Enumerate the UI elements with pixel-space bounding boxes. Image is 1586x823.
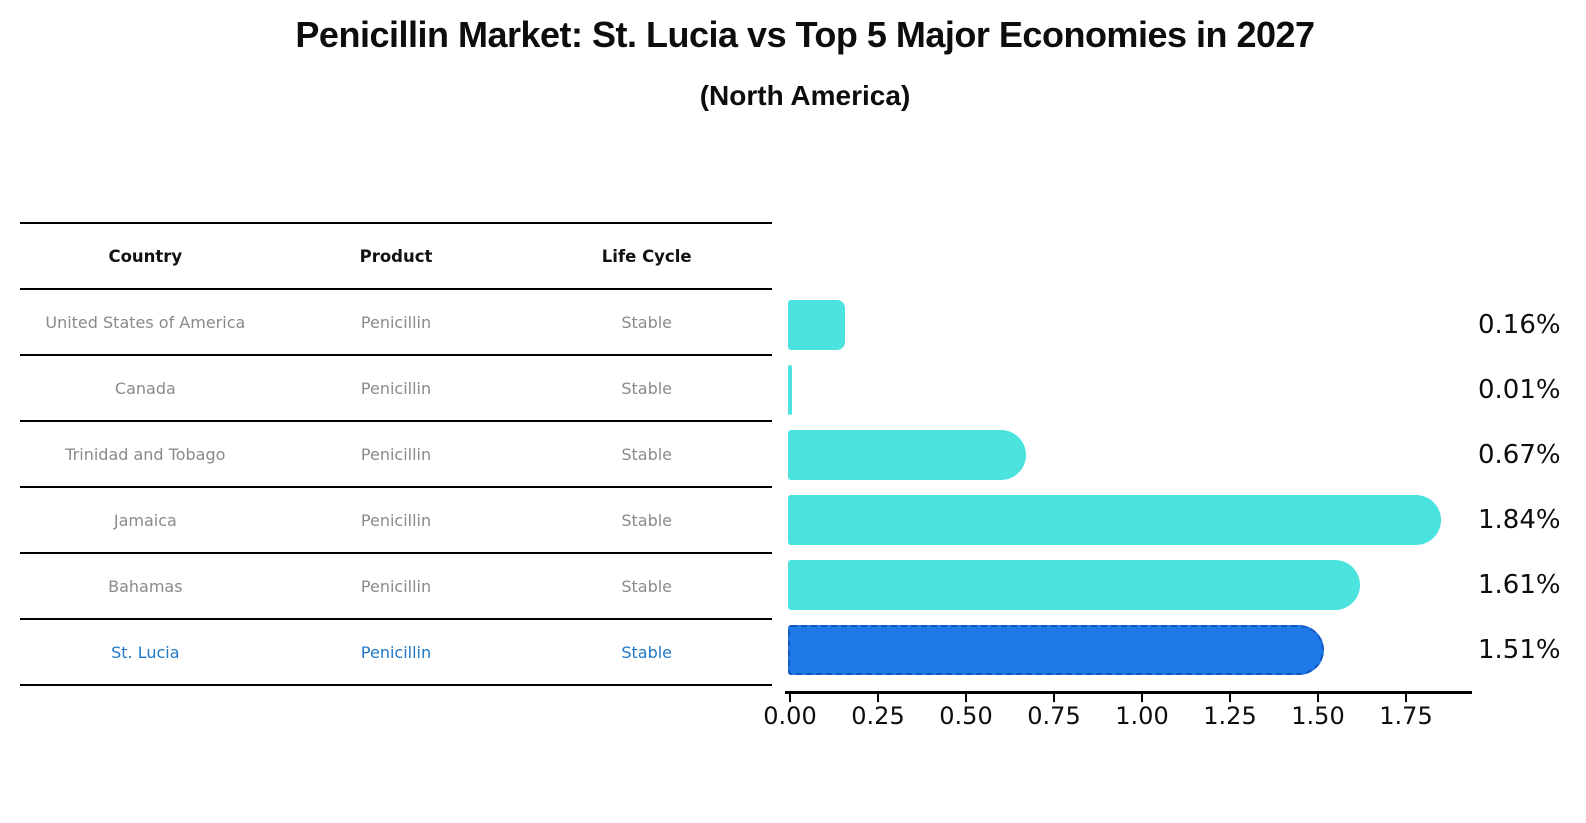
- bar-value-label: 1.51%: [1478, 635, 1561, 665]
- table-cell-country: Canada: [114, 378, 176, 398]
- bar-united-states[interactable]: [788, 300, 845, 350]
- table-cell-lifecycle: Stable: [621, 312, 673, 332]
- table-row-united-states: United States of America Penicillin Stab…: [20, 290, 772, 356]
- bar-row-bahamas: 1.61%: [788, 560, 1586, 610]
- table-cell-country: Trinidad and Tobago: [65, 444, 226, 464]
- bar-value-label: 1.61%: [1478, 570, 1561, 600]
- x-axis-tick: [965, 694, 967, 702]
- x-axis-tick-label: 1.75: [1379, 702, 1433, 730]
- bar-value-label: 1.84%: [1478, 505, 1561, 535]
- bar-canada[interactable]: [788, 365, 792, 415]
- bar-value-label: 0.16%: [1478, 310, 1561, 340]
- table-cell-lifecycle: Stable: [621, 642, 673, 662]
- table-header-lifecycle: Life Cycle: [601, 246, 692, 266]
- table-header-product: Product: [359, 246, 433, 266]
- x-axis-tick-label: 1.25: [1203, 702, 1257, 730]
- table-header-country: Country: [108, 246, 183, 266]
- bar-trinidad-and-tobago[interactable]: [788, 430, 1026, 480]
- bar-value-label: 0.01%: [1478, 375, 1561, 405]
- x-axis-tick-label: 0.75: [1027, 702, 1081, 730]
- table-cell-product: Penicillin: [360, 642, 432, 662]
- table-header-row: Country Product Life Cycle: [20, 224, 772, 290]
- table-cell-product: Penicillin: [360, 576, 432, 596]
- chart-subtitle: (North America): [699, 80, 911, 111]
- bar-row-united-states: 0.16%: [788, 300, 1586, 350]
- x-axis: [785, 691, 1472, 694]
- country-table: Country Product Life Cycle United States…: [20, 222, 772, 686]
- bar-bahamas[interactable]: [788, 560, 1360, 610]
- bar-row-canada: 0.01%: [788, 365, 1586, 415]
- bar-row-jamaica: 1.84%: [788, 495, 1586, 545]
- table-cell-lifecycle: Stable: [621, 444, 673, 464]
- x-axis-tick: [1405, 694, 1407, 702]
- table-cell-product: Penicillin: [360, 510, 432, 530]
- table-cell-product: Penicillin: [360, 444, 432, 464]
- bar-row-st-lucia: 1.51%: [788, 625, 1586, 675]
- table-cell-product: Penicillin: [360, 378, 432, 398]
- table-row-jamaica: Jamaica Penicillin Stable: [20, 488, 772, 554]
- table-row-st-lucia: St. Lucia Penicillin Stable: [20, 620, 772, 686]
- table-row-trinidad-and-tobago: Trinidad and Tobago Penicillin Stable: [20, 422, 772, 488]
- bar-value-label: 0.67%: [1478, 440, 1561, 470]
- table-row-canada: Canada Penicillin Stable: [20, 356, 772, 422]
- bar-jamaica[interactable]: [788, 495, 1442, 545]
- x-axis-tick: [1229, 694, 1231, 702]
- table-cell-country: Jamaica: [113, 510, 177, 530]
- x-axis-tick-label: 1.50: [1291, 702, 1345, 730]
- table-cell-lifecycle: Stable: [621, 378, 673, 398]
- x-axis-tick: [1141, 694, 1143, 702]
- x-axis-tick: [1317, 694, 1319, 702]
- chart-title: Penicillin Market: St. Lucia vs Top 5 Ma…: [295, 14, 1315, 55]
- bar-st-lucia-highlighted[interactable]: [788, 625, 1325, 675]
- table-cell-product: Penicillin: [360, 312, 432, 332]
- x-axis-tick-label: 0.25: [851, 702, 905, 730]
- x-axis-tick: [1053, 694, 1055, 702]
- table-cell-country: United States of America: [45, 312, 246, 332]
- table-cell-lifecycle: Stable: [621, 576, 673, 596]
- table-cell-country: Bahamas: [108, 576, 183, 596]
- x-axis-tick: [789, 694, 791, 702]
- table-cell-country: St. Lucia: [111, 642, 180, 662]
- table-cell-lifecycle: Stable: [621, 510, 673, 530]
- bar-row-trinidad-and-tobago: 0.67%: [788, 430, 1586, 480]
- x-axis-tick-label: 1.00: [1115, 702, 1169, 730]
- x-axis-tick-label: 0.00: [763, 702, 817, 730]
- x-axis-tick: [877, 694, 879, 702]
- table-row-bahamas: Bahamas Penicillin Stable: [20, 554, 772, 620]
- x-axis-tick-label: 0.50: [939, 702, 993, 730]
